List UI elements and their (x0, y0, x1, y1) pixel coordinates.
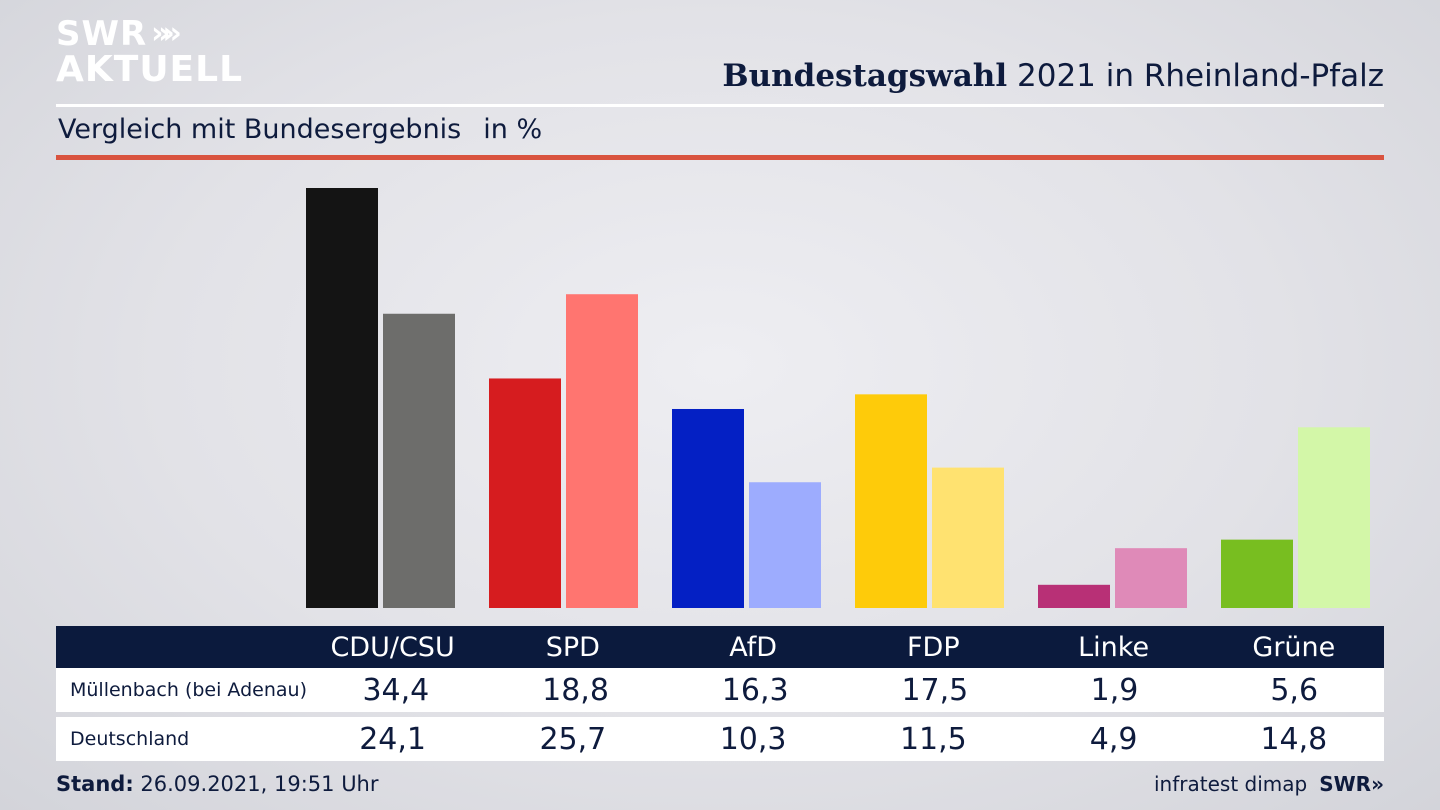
party-header: Linke (1078, 631, 1150, 663)
bar-national-cdu-csu (383, 313, 455, 608)
bar-national-fdp (932, 467, 1004, 608)
bar-national-spd (566, 294, 638, 608)
page-title: Bundestagswahl 2021 in Rheinland-Pfalz (722, 58, 1384, 94)
table-cell: 14,8 (1260, 721, 1328, 757)
unit-label: in % (483, 114, 543, 145)
table-cell: 1,9 (1090, 672, 1139, 708)
table-header: CDU/CSU SPD AfD FDP Linke Grüne (56, 626, 1384, 668)
table-cell: 25,7 (539, 721, 607, 757)
party-header: FDP (907, 631, 960, 663)
table-cell: 10,3 (719, 721, 787, 757)
source-credit: infratest dimap SWR» (1154, 772, 1384, 796)
row-label: Deutschland (70, 728, 190, 750)
title-rest: 2021 in Rheinland-Pfalz (1017, 58, 1384, 94)
bar-national-afd (749, 482, 821, 608)
bar-national-linke (1115, 548, 1187, 608)
swr-aktuell-logo: SWR»» AKTUELL (56, 16, 243, 88)
table-cell: 17,5 (901, 672, 969, 708)
table-cell: 24,1 (359, 721, 426, 757)
row-label: Müllenbach (bei Adenau) (70, 679, 307, 701)
bar-local-afd (672, 408, 744, 608)
accent-divider (56, 155, 1384, 160)
title-bold: Bundestagswahl (722, 58, 1008, 94)
bar-local-fdp (855, 394, 927, 608)
table-cell: 4,9 (1089, 721, 1138, 757)
bar-local-linke (1038, 584, 1110, 608)
party-header: AfD (729, 631, 777, 663)
table-cell: 11,5 (899, 721, 967, 757)
logo-aktuell-text: AKTUELL (56, 49, 244, 90)
table-row: Deutschland 24,1 25,7 10,3 11,5 4,9 14,8 (56, 717, 1384, 761)
party-header: SPD (545, 631, 600, 663)
subtitle-text: Vergleich mit Bundesergebnis (58, 114, 462, 145)
swr-brand-logo: SWR» (1319, 772, 1384, 796)
bar-national-gr-ne (1298, 427, 1370, 608)
table-cell: 5,6 (1270, 672, 1319, 708)
table-cell: 34,4 (362, 672, 430, 708)
chart-subtitle: Vergleich mit Bundesergebnis in % (58, 114, 542, 145)
source-text: infratest dimap (1154, 772, 1308, 796)
table-cell: 16,3 (721, 672, 789, 708)
bar-local-gr-ne (1221, 539, 1293, 608)
results-table: CDU/CSU SPD AfD FDP Linke Grüne Müllenba… (56, 626, 1384, 761)
table-row: Müllenbach (bei Adenau) 34,4 18,8 16,3 1… (56, 668, 1384, 712)
party-header: Grüne (1252, 631, 1336, 663)
timestamp: Stand: 26.09.2021, 19:51 Uhr (56, 772, 379, 796)
header-divider (56, 104, 1384, 107)
stand-value: 26.09.2021, 19:51 Uhr (140, 772, 379, 796)
party-header: CDU/CSU (330, 631, 455, 663)
stand-label: Stand: (56, 772, 134, 796)
bar-local-spd (489, 378, 561, 608)
logo-swr-text: SWR (56, 14, 148, 54)
table-cell: 18,8 (542, 672, 609, 708)
bar-local-cdu-csu (306, 188, 378, 608)
